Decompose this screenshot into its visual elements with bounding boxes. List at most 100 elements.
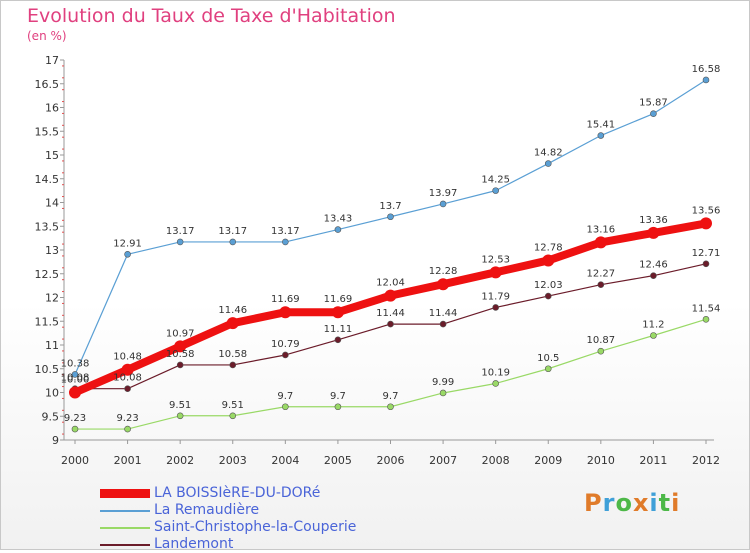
series-0-data-label: 12.53 (481, 254, 510, 265)
series-1-data-label: 13.17 (271, 226, 300, 237)
series-3-data-label: 11.79 (481, 291, 510, 302)
series-2-point (492, 380, 499, 387)
series-0-data-label: 10.48 (113, 352, 142, 363)
series-3-point (124, 385, 131, 393)
series-1-data-label: 16.58 (692, 64, 721, 75)
series-0-point (121, 363, 134, 376)
logo-letter: x (632, 489, 650, 517)
series-0-point (331, 306, 344, 319)
series-3-data-label: 12.46 (639, 260, 668, 271)
series-3-point (387, 320, 394, 328)
series-2-point (387, 403, 394, 411)
series-2-point (650, 332, 657, 339)
series-0-point (69, 386, 81, 399)
y-tick-label: 14.5 (35, 173, 60, 186)
series-2-point (702, 316, 710, 323)
series-3-data-label: 10.58 (218, 349, 247, 360)
series-3-data-label: 11.44 (429, 308, 458, 319)
y-tick-label: 9 (52, 434, 59, 447)
series-1-point (124, 250, 131, 258)
series-0-data-label: 12.28 (429, 266, 458, 277)
data-labels: 10.38 12.91 13.17 13.17 13.17 13.43 13.7 13.97 1… (61, 64, 721, 424)
y-tick-label: 12.5 (35, 268, 60, 281)
series-1-point (544, 160, 552, 167)
x-tick-label: 2008 (482, 454, 510, 467)
y-tick-label: 14 (45, 197, 59, 210)
y-tick-label: 10 (45, 387, 59, 400)
x-tick-label: 2010 (587, 454, 615, 467)
logo-letter: t (658, 489, 672, 517)
series-0-point (174, 340, 187, 353)
series-0-data-label: 13.56 (692, 205, 721, 216)
series-2-data-label: 9.51 (222, 400, 244, 411)
legend-label-la-remaudiere: La Remaudière (154, 502, 260, 518)
series-3-data-label: 12.03 (534, 280, 563, 291)
series-2-point (597, 347, 605, 355)
axes: 9 9.5 10 10.5 11 11.5 12 12.5 13 13.5 14 14.5 15 15.5… (35, 54, 721, 467)
series-2-point (71, 425, 79, 433)
logo-letter: i (649, 489, 659, 517)
y-tick-label: 12 (45, 292, 59, 305)
series-1-data-label: 14.25 (481, 175, 510, 186)
series-0-point (279, 306, 292, 319)
series-0-data-label: 13.36 (639, 215, 668, 226)
y-tick-label: 10.5 (35, 363, 60, 376)
series-3-data-label: 12.71 (692, 248, 721, 259)
series-1-data-label: 13.7 (379, 201, 401, 212)
series-1-point (439, 200, 447, 208)
series-2-data-label: 9.51 (169, 400, 191, 411)
series-2-point (439, 389, 447, 397)
x-tick-label: 2004 (271, 454, 299, 467)
series-3-data-label: 10.08 (61, 373, 90, 384)
legend-label-la-boissiere: LA BOISSIèRE-DU-DORé (154, 485, 321, 501)
series-0-data-label: 11.69 (271, 294, 300, 305)
series-0-point (489, 266, 502, 279)
y-tick-label: 15.5 (35, 125, 60, 138)
x-tick-label: 2009 (534, 454, 562, 467)
series-0-point (594, 236, 607, 249)
x-tick-label: 2000 (61, 454, 89, 467)
x-tick-label: 2007 (429, 454, 457, 467)
series-2-point (124, 425, 131, 433)
series-3-data-label: 11.11 (324, 324, 353, 335)
y-tick-label: 13.5 (35, 220, 60, 233)
y-tick-label: 17 (45, 54, 59, 67)
legend-swatch-la-remaudiere (100, 510, 150, 512)
series-2-data-label: 9.99 (432, 377, 454, 388)
series-0-data-label: 10.00 (61, 375, 90, 386)
series-3-point (492, 304, 499, 311)
x-tick-label: 2002 (166, 454, 194, 467)
series-3-point (439, 320, 447, 328)
legend-label-saint-christophe: Saint-Christophe-la-Couperie (154, 519, 357, 535)
legend-label-landemont: Landemont (154, 536, 234, 552)
series-0-data-label: 12.78 (534, 242, 563, 253)
series-0-point (384, 289, 397, 302)
series-2-point (282, 403, 289, 411)
series-1-point (229, 238, 237, 246)
chart-subtitle: (en %) (27, 29, 67, 43)
chart-title: Evolution du Taux de Taxe d'Habitation (27, 5, 396, 27)
series-3-point (544, 292, 552, 300)
series-0-point (226, 317, 239, 330)
series-1-point (650, 110, 657, 117)
series-0-data-label: 12.04 (376, 278, 405, 289)
series-3-data-label: 10.79 (271, 339, 300, 350)
series-3-data-label: 10.58 (166, 349, 195, 360)
series-0-data-label: 13.16 (587, 224, 616, 235)
series-1-data-label: 15.41 (587, 120, 616, 131)
series-3-point (650, 272, 657, 279)
series-2-point (229, 412, 237, 420)
series-points (69, 76, 712, 433)
series-1-data-label: 12.91 (113, 238, 142, 249)
series-3-data-label: 11.44 (376, 308, 405, 319)
series-2-data-label: 11.2 (642, 320, 664, 331)
series-1-point (71, 371, 79, 378)
y-tick-label: 9.5 (42, 410, 60, 423)
x-tick-label: 2012 (692, 454, 720, 467)
y-tick-label: 16.5 (35, 78, 60, 91)
series-0-data-label: 10.97 (166, 328, 195, 339)
series-0-data-label: 11.46 (218, 305, 247, 316)
series-2-data-label: 9.7 (383, 391, 399, 402)
y-tick-label: 11.5 (35, 315, 60, 328)
